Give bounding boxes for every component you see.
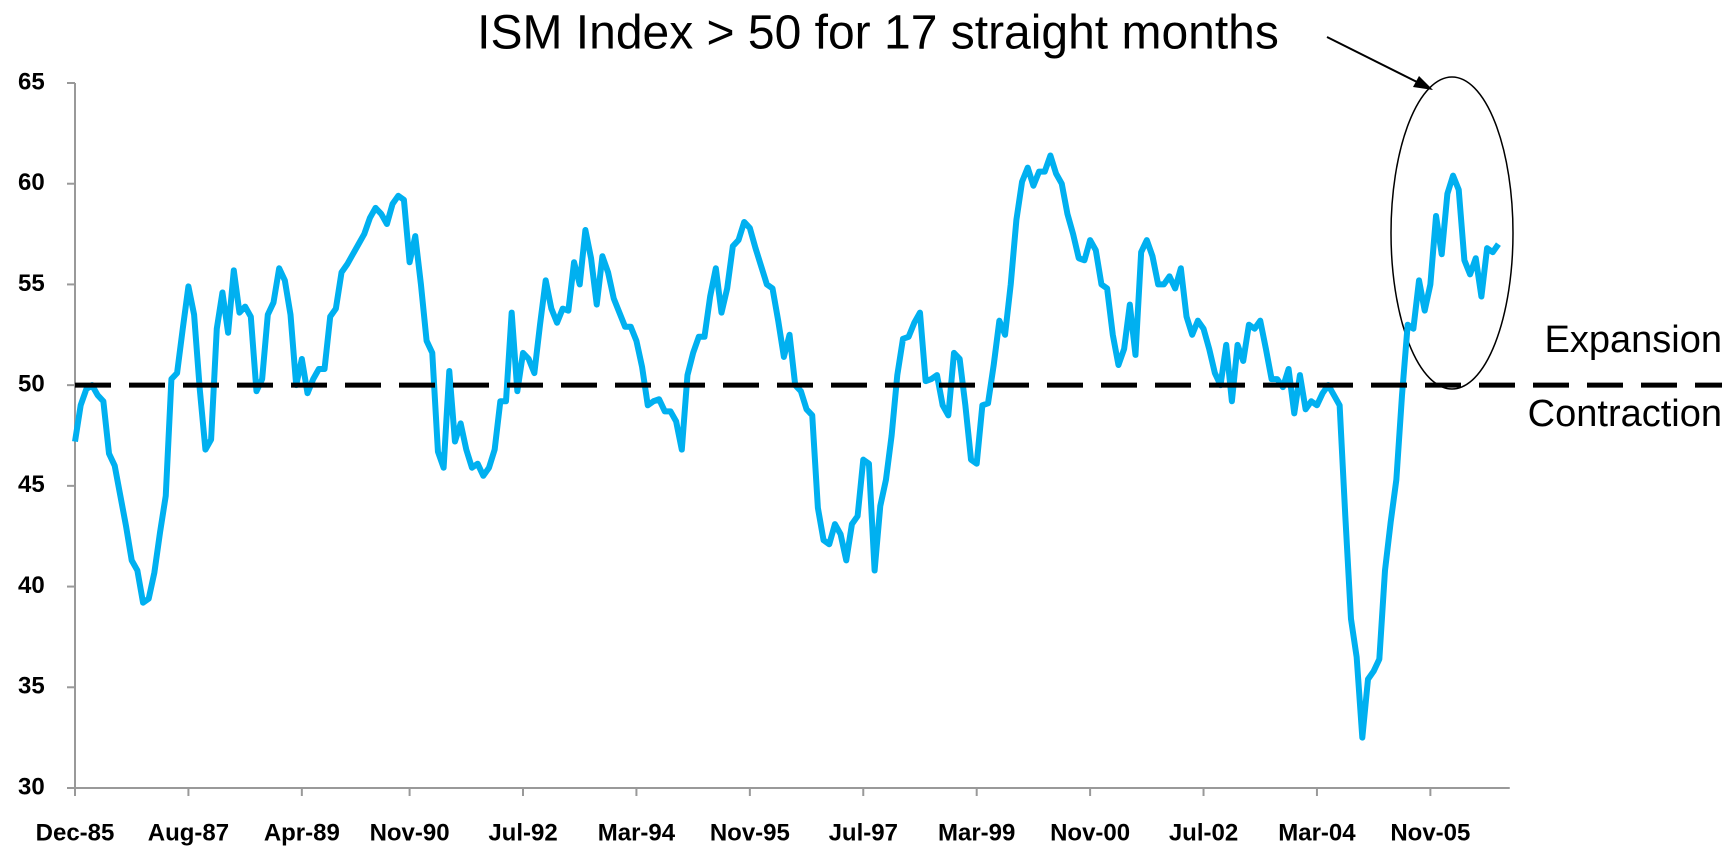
arrow-head bbox=[1413, 76, 1433, 90]
y-tick-label: 50 bbox=[18, 370, 45, 397]
x-tick-label: Mar-99 bbox=[938, 819, 1015, 846]
contraction-label: Contraction bbox=[1528, 393, 1722, 435]
annotation-arrow bbox=[1326, 36, 1424, 86]
x-tick-label: Nov-05 bbox=[1390, 819, 1470, 846]
y-tick-label: 40 bbox=[18, 572, 45, 599]
x-tick-label: Jul-97 bbox=[829, 819, 898, 846]
y-tick-label: 45 bbox=[18, 471, 45, 498]
x-tick-label: Apr-89 bbox=[264, 819, 340, 846]
data-line bbox=[72, 152, 1501, 741]
x-tick-label: Nov-95 bbox=[710, 819, 790, 846]
y-tick-label: 35 bbox=[18, 673, 45, 700]
y-tick-label: 55 bbox=[18, 270, 45, 297]
x-tick-label: Aug-87 bbox=[148, 819, 229, 846]
highlight-ellipse bbox=[1390, 76, 1514, 390]
expansion-label: Expansion bbox=[1545, 319, 1722, 361]
x-tick-label: Dec-85 bbox=[36, 819, 115, 846]
x-tick-label: Mar-94 bbox=[598, 819, 676, 846]
x-tick-label: Jul-02 bbox=[1169, 819, 1238, 846]
chart-title: ISM Index > 50 for 17 straight months bbox=[477, 7, 1279, 60]
y-tick-label: 30 bbox=[18, 773, 45, 800]
x-tick-label: Mar-04 bbox=[1278, 819, 1356, 846]
x-tick-label: Nov-00 bbox=[1050, 819, 1130, 846]
y-tick-label: 60 bbox=[18, 169, 45, 196]
x-tick-label: Jul-92 bbox=[488, 819, 557, 846]
x-tick-label: Nov-90 bbox=[370, 819, 450, 846]
y-tick-label: 65 bbox=[18, 68, 45, 95]
